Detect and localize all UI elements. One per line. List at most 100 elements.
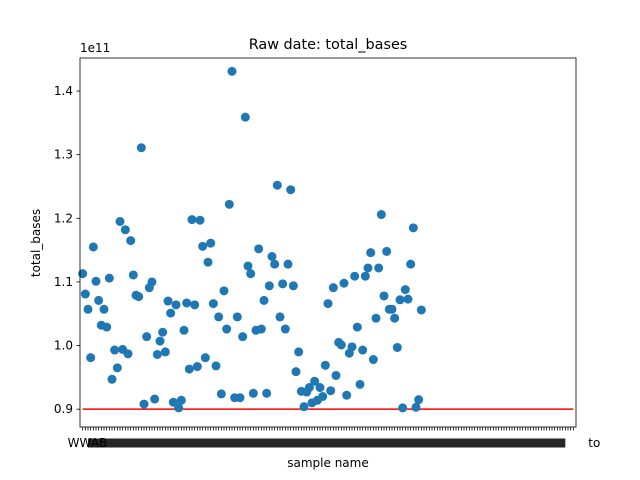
data-point xyxy=(152,349,162,359)
data-point xyxy=(374,263,384,273)
y-tick-label: 1.4 xyxy=(54,84,73,98)
data-point xyxy=(299,402,309,412)
data-point xyxy=(104,273,114,283)
data-point xyxy=(107,374,117,384)
data-point xyxy=(339,278,349,288)
data-point xyxy=(206,238,216,248)
data-point xyxy=(304,383,314,393)
data-point xyxy=(398,403,408,413)
data-point xyxy=(390,313,400,323)
data-point xyxy=(272,180,282,190)
data-point xyxy=(240,112,250,122)
data-point xyxy=(275,312,285,322)
data-point xyxy=(328,283,338,293)
data-point xyxy=(248,388,258,398)
y-tick-label: 1.0 xyxy=(54,339,73,353)
data-point xyxy=(243,261,253,271)
data-point xyxy=(414,395,424,405)
data-point xyxy=(83,304,93,314)
data-point xyxy=(416,305,426,315)
data-point xyxy=(78,269,88,279)
data-point xyxy=(382,246,392,256)
data-point xyxy=(80,289,90,299)
data-point xyxy=(224,199,234,209)
y-tick-label: 0.9 xyxy=(54,402,73,416)
data-point xyxy=(238,332,248,342)
data-point xyxy=(168,397,178,407)
data-point xyxy=(200,353,210,363)
data-point xyxy=(368,355,378,365)
data-point xyxy=(376,210,386,220)
data-point xyxy=(91,276,101,286)
data-point xyxy=(320,360,330,370)
data-point xyxy=(174,403,184,413)
data-point xyxy=(291,367,301,377)
y-axis-label: total_bases xyxy=(29,209,43,277)
data-point xyxy=(326,386,336,396)
plot-area: 0.9 1.0 1.1 1.2 1.3 1.4 WWAB to xyxy=(54,57,600,450)
data-point xyxy=(262,388,272,398)
data-point xyxy=(187,215,197,225)
data-point xyxy=(363,263,373,273)
data-point xyxy=(392,342,402,352)
data-point xyxy=(387,304,397,314)
data-point xyxy=(366,248,376,258)
data-point xyxy=(190,300,200,310)
data-point xyxy=(323,299,333,309)
data-point xyxy=(235,393,245,403)
data-point xyxy=(94,295,104,305)
data-point xyxy=(102,322,112,332)
data-point xyxy=(219,286,229,296)
data-point xyxy=(264,281,274,291)
data-point xyxy=(128,270,138,280)
data-point xyxy=(400,285,410,295)
data-point xyxy=(395,295,405,305)
data-point xyxy=(280,324,290,334)
data-point xyxy=(379,291,389,301)
data-point xyxy=(227,66,237,76)
data-point xyxy=(110,345,120,355)
y-tick-label: 1.3 xyxy=(54,148,73,162)
y-tick-label: 1.2 xyxy=(54,211,73,225)
data-point xyxy=(315,383,325,393)
data-point xyxy=(336,340,346,350)
chart-title: Raw date: total_bases xyxy=(249,37,408,53)
data-point xyxy=(270,259,280,269)
data-point xyxy=(216,389,226,399)
y-offset-label: 1e11 xyxy=(80,41,110,55)
x-tick-label-last: to xyxy=(588,436,600,450)
data-point xyxy=(179,325,189,335)
data-point xyxy=(267,251,277,261)
data-point xyxy=(182,298,192,308)
data-point xyxy=(176,395,186,405)
data-point xyxy=(355,379,365,389)
x-axis-label: sample name xyxy=(287,456,368,470)
data-point xyxy=(232,312,242,322)
data-point xyxy=(86,353,96,363)
data-point xyxy=(246,269,256,279)
data-point xyxy=(350,271,360,281)
data-point xyxy=(342,390,352,400)
data-point xyxy=(115,217,125,227)
data-point xyxy=(139,399,149,409)
y-tick-label: 1.1 xyxy=(54,275,73,289)
axes-frame xyxy=(79,57,577,428)
data-point xyxy=(171,300,181,310)
data-point xyxy=(318,391,328,401)
data-point xyxy=(184,364,194,374)
data-point xyxy=(352,322,362,332)
data-point xyxy=(256,324,266,334)
data-point xyxy=(358,345,368,355)
data-point xyxy=(360,271,370,281)
data-point xyxy=(310,376,320,386)
data-point xyxy=(214,312,224,322)
data-point xyxy=(123,349,133,359)
data-point xyxy=(158,327,168,337)
data-point xyxy=(155,336,165,346)
data-point xyxy=(288,281,298,291)
data-point xyxy=(142,332,152,342)
data-point xyxy=(112,363,122,373)
data-point xyxy=(203,257,213,267)
data-point xyxy=(331,370,341,380)
